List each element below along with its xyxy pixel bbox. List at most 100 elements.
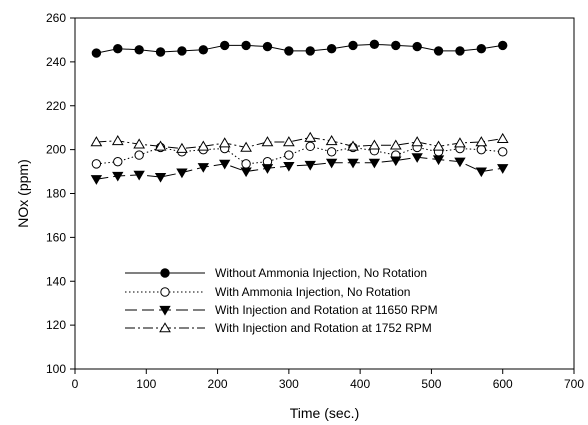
legend-label: With Injection and Rotation at 1752 RPM [215, 321, 432, 335]
y-tick-label: 120 [46, 318, 66, 332]
x-tick-label: 400 [350, 377, 370, 391]
data-point [476, 44, 487, 54]
data-point [475, 136, 488, 147]
data-point [154, 140, 167, 151]
x-tick-label: 500 [421, 377, 441, 391]
x-tick-label: 100 [136, 377, 156, 391]
legend-item: Without Ammonia Injection, No Rotation [125, 266, 427, 280]
data-point [219, 159, 231, 170]
data-point [261, 136, 274, 147]
data-point [476, 144, 487, 155]
data-point [111, 135, 124, 146]
y-tick-label: 140 [46, 274, 66, 288]
x-tick-label: 600 [493, 377, 513, 391]
data-point [284, 150, 294, 160]
data-point [411, 136, 424, 147]
data-point [391, 40, 401, 51]
legend-marker [159, 305, 171, 316]
legend-marker [160, 287, 170, 297]
data-point [241, 40, 251, 51]
data-point [368, 139, 381, 150]
series-1 [91, 39, 508, 58]
data-point [133, 170, 145, 181]
data-point [454, 137, 466, 148]
series-layer [90, 39, 509, 185]
y-axis-title: NOx (ppm) [15, 159, 31, 227]
legend-item: With Ammonia Injection, No Rotation [125, 285, 410, 299]
legend-item: With Injection and Rotation at 11650 RPM [125, 303, 438, 317]
y-tick-label: 160 [46, 230, 66, 244]
data-point [475, 167, 488, 178]
legend-label: With Ammonia Injection, No Rotation [215, 285, 410, 299]
x-tick-label: 0 [72, 377, 79, 391]
y-tick-label: 220 [46, 99, 66, 113]
data-point [347, 158, 359, 169]
data-point [498, 40, 508, 51]
data-point [497, 164, 509, 174]
data-point [197, 163, 209, 173]
y-tick-label: 180 [46, 187, 66, 201]
data-point [240, 167, 252, 178]
data-point [454, 157, 466, 168]
data-point [90, 136, 103, 147]
data-point [90, 175, 103, 185]
data-point [113, 44, 123, 54]
series-4 [90, 131, 509, 153]
data-point [197, 140, 210, 151]
data-point [369, 39, 380, 50]
legend-marker [160, 268, 170, 278]
data-point [347, 140, 359, 151]
legend-label: Without Ammonia Injection, No Rotation [215, 266, 427, 280]
data-point [390, 156, 402, 167]
data-point [198, 45, 209, 55]
data-point [284, 46, 294, 56]
data-point [283, 161, 295, 172]
data-point [368, 158, 381, 169]
data-point [262, 41, 273, 52]
data-point [326, 44, 337, 54]
series-3 [90, 153, 509, 185]
data-point [325, 135, 338, 146]
data-point [282, 136, 295, 147]
data-point [134, 45, 144, 55]
data-point [261, 164, 274, 174]
legend-label: With Injection and Rotation at 11650 RPM [215, 303, 438, 317]
data-point [112, 171, 124, 182]
legend-marker [159, 322, 171, 333]
data-point [348, 40, 358, 51]
data-point [496, 132, 509, 143]
data-point [433, 46, 444, 56]
data-point [177, 46, 187, 56]
data-point [91, 48, 102, 58]
data-point [304, 131, 317, 142]
data-point [155, 47, 166, 57]
legend-item: With Injection and Rotation at 1752 RPM [125, 321, 432, 335]
data-point [432, 140, 445, 151]
data-point [412, 41, 422, 52]
y-tick-label: 200 [46, 143, 66, 157]
data-point [240, 141, 252, 152]
data-point [455, 46, 465, 56]
data-point [389, 139, 402, 150]
data-point [218, 137, 231, 148]
data-point [176, 168, 188, 179]
x-tick-label: 200 [208, 377, 228, 391]
data-point [411, 153, 423, 163]
data-point [498, 147, 508, 157]
data-point [134, 150, 144, 160]
data-point [113, 156, 123, 167]
data-point [305, 141, 315, 152]
data-point [91, 159, 102, 169]
data-point [325, 158, 338, 169]
x-axis-title: Time (sec.) [290, 405, 359, 421]
legend: Without Ammonia Injection, No Rotation Wi… [125, 266, 438, 335]
data-point [305, 46, 315, 56]
data-point [220, 40, 230, 51]
data-point [241, 159, 251, 169]
data-point [326, 147, 337, 157]
data-point [432, 155, 445, 166]
y-tick-label: 100 [46, 362, 66, 376]
x-tick-label: 300 [279, 377, 299, 391]
